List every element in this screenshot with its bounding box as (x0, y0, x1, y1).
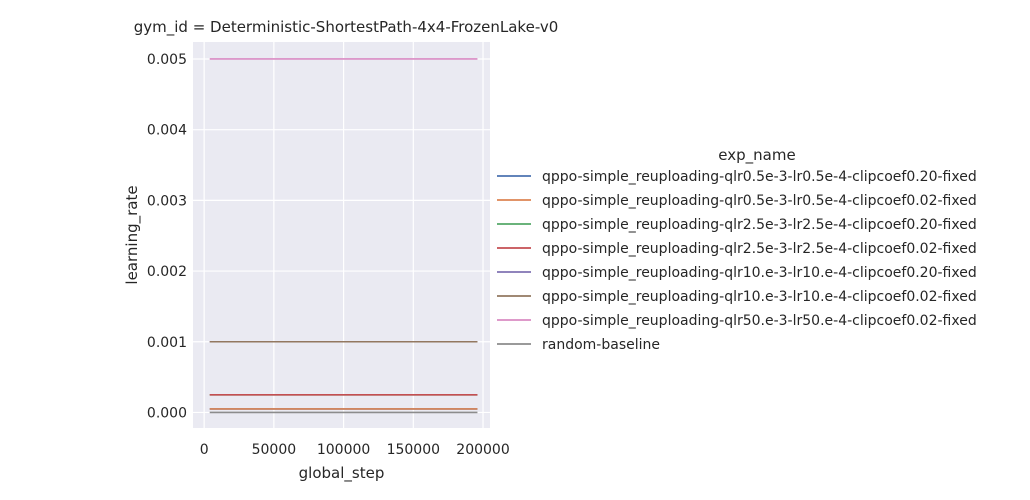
legend-label: qppo-simple_reuploading-qlr10.e-3-lr10.e… (542, 289, 977, 305)
y-tick-label: 0.002 (147, 264, 187, 280)
legend-label: qppo-simple_reuploading-qlr0.5e-3-lr0.5e… (542, 169, 977, 185)
legend-title: exp_name (718, 146, 795, 165)
y-tick-label: 0.003 (147, 193, 187, 209)
plot-area (193, 42, 490, 428)
x-axis: 0 50000 100000 150000 200000 (200, 442, 510, 458)
legend-label: qppo-simple_reuploading-qlr50.e-3-lr50.e… (542, 313, 977, 329)
y-tick-label: 0.001 (147, 335, 187, 351)
x-tick-label: 150000 (387, 442, 440, 458)
legend-label: qppo-simple_reuploading-qlr2.5e-3-lr2.5e… (542, 241, 977, 257)
x-tick-label: 0 (200, 442, 209, 458)
x-tick-label: 100000 (317, 442, 370, 458)
legend: exp_name qppo-simple_reuploading-qlr0.5e… (497, 146, 977, 353)
x-tick-label: 200000 (456, 442, 509, 458)
y-axis: 0.000 0.001 0.002 0.003 0.004 0.005 (147, 52, 187, 421)
chart-title: gym_id = Deterministic-ShortestPath-4x4-… (134, 18, 559, 37)
y-tick-label: 0.000 (147, 405, 187, 421)
x-axis-label: global_step (299, 464, 385, 483)
legend-label: qppo-simple_reuploading-qlr0.5e-3-lr0.5e… (542, 193, 977, 209)
legend-label: qppo-simple_reuploading-qlr10.e-3-lr10.e… (542, 265, 977, 281)
y-tick-label: 0.004 (147, 123, 187, 139)
y-tick-label: 0.005 (147, 52, 187, 68)
legend-label: random-baseline (542, 337, 660, 353)
series-layer (209, 58, 478, 414)
y-axis-label: learning_rate (123, 185, 142, 284)
x-tick-label: 50000 (252, 442, 297, 458)
legend-label: qppo-simple_reuploading-qlr2.5e-3-lr2.5e… (542, 217, 977, 233)
